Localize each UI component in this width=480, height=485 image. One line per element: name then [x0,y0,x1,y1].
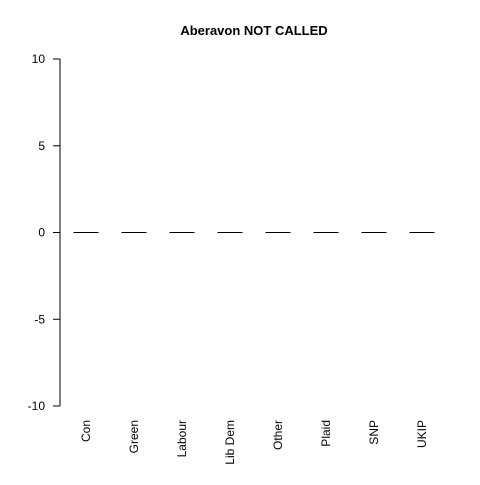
chart-title: Aberavon NOT CALLED [180,23,327,38]
x-category-label: Other [271,420,285,450]
x-category-label: Con [79,420,93,442]
x-category-label: SNP [367,420,381,445]
y-axis-ticks: -10 -5 0 5 10 [28,52,60,413]
y-tick-label: 10 [32,52,46,66]
x-category-label: UKIP [415,420,429,448]
x-category-label: Plaid [319,420,333,447]
y-tick-label: 0 [38,226,45,240]
y-tick-label: -10 [28,399,46,413]
x-axis-labels: Con Green Labour Lib Dem Other Plaid SNP UKIP [79,420,429,465]
x-category-label: Labour [175,420,189,457]
x-category-label: Lib Dem [223,420,237,465]
y-tick-label: -5 [34,312,45,326]
y-tick-label: 5 [38,139,45,153]
x-category-label: Green [127,420,141,453]
